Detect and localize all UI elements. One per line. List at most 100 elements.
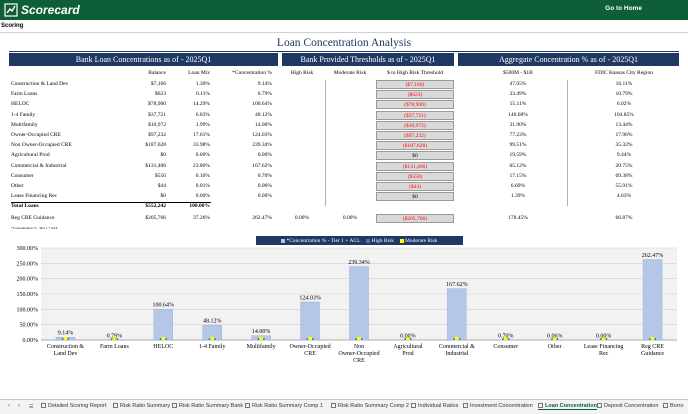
balance-cell: $97,232 (148, 132, 166, 138)
balance-cell: $7,166 (150, 81, 166, 87)
threshold-cell: ($7,166) (376, 80, 454, 89)
row-label: Commercial & Industrial (11, 162, 67, 169)
threshold-cell: ($37,721) (376, 110, 454, 120)
y-tick-label: 250.00% (17, 261, 39, 267)
sheet-tab-icon (331, 403, 336, 408)
concentration-cell: 48.12% (255, 111, 272, 118)
concentration-cell: 0.70% (257, 172, 272, 179)
peer-cell: 146.68% (508, 111, 528, 118)
legend-swatch-concentration (281, 238, 286, 243)
tab-label: Investment Concentration (470, 403, 533, 409)
divider (325, 80, 326, 206)
legend-item-high-risk: High Risk (366, 238, 394, 244)
data-label: 0.79% (107, 333, 123, 339)
concentration-cell: 0.79% (257, 91, 272, 98)
moderate-risk-marker (552, 337, 557, 340)
app-logo: Scorecard (4, 2, 80, 18)
fdic-cell: 4.63% (616, 193, 632, 200)
tab-deposit-concentration[interactable]: Deposit Concentration (597, 403, 658, 409)
tab-scroll-right-icon[interactable]: › (18, 403, 20, 409)
data-label: 0.70% (498, 333, 514, 339)
tab-loan-concentration[interactable]: Loan Concentration (538, 403, 597, 410)
peer-cell: 77.23% (509, 132, 527, 138)
divider (0, 32, 688, 33)
row-label: 1-4 Family (11, 111, 36, 118)
title-underline (9, 51, 679, 52)
col-to-high-risk: $ to High Risk Threshold (387, 70, 443, 76)
loan-mix-cell: 0.01% (195, 183, 210, 189)
legend-item-concentration: *Concentration % - Tier 1 + ACL (281, 238, 360, 244)
row-label: Agricultural Prod (11, 152, 50, 159)
total-balance: $552,242 (145, 203, 166, 210)
reg-cre-high-risk: 0.00% (294, 215, 310, 222)
reg-cre-concentration: 262.47% (252, 215, 272, 222)
loan-mix-cell: 0.10% (195, 172, 210, 179)
reg-cre-moderate-risk: 0.00% (342, 215, 358, 222)
tab-risk-ratio-summary[interactable]: Risk Ratio Summary (113, 403, 170, 409)
x-tick-label: Owner-Occupied CRE (289, 344, 330, 357)
total-label: Total Loans (11, 203, 39, 210)
balance-cell: $623 (155, 91, 166, 98)
tab-risk-ratio-summary-bank[interactable]: Risk Ratio Summary Bank (172, 403, 243, 409)
tab-scroll-left-icon[interactable]: ‹ (8, 403, 10, 409)
concentration-bar (300, 301, 320, 341)
tab-list-icon[interactable]: ☰ (29, 404, 34, 410)
legend-swatch-high-risk (366, 238, 371, 243)
tab-investment-concentration[interactable]: Investment Concentration (463, 403, 533, 409)
row-label: HELOC (11, 101, 30, 108)
moderate-risk-marker (357, 337, 361, 340)
reg-cre-fdic: 66.87% (615, 215, 633, 222)
x-tick-label: Commercial & Industrial (439, 344, 475, 357)
balance-cell: $78,900 (148, 101, 166, 108)
moderate-risk-marker (112, 337, 117, 340)
reg-cre-label: Reg CRE Guidance (11, 215, 55, 222)
sheet-tab-icon (113, 403, 118, 408)
col-moderate-risk: Moderate Risk (333, 70, 367, 76)
fdic-cell: 9.44% (616, 152, 632, 159)
tab-label: Borro (670, 403, 684, 409)
legend-swatch-moderate-risk (399, 238, 404, 243)
sheet-tab-icon (172, 403, 177, 408)
data-label: 14.00% (252, 329, 271, 335)
x-tick-label: Multifamily (247, 343, 276, 350)
fdic-cell: 17.96% (615, 132, 633, 138)
y-tick-label: 300.00% (17, 246, 39, 252)
moderate-risk-marker (308, 337, 313, 340)
tab-individual-ratios[interactable]: Individual Ratios (411, 403, 458, 409)
balance-cell: $0 (160, 193, 167, 200)
divider (567, 80, 568, 206)
col-balance: Balance (148, 70, 166, 76)
legend-item-moderate-risk: Moderate Risk (399, 238, 438, 244)
app-name: Scorecard (21, 3, 80, 17)
tab-detailed-scoring-report[interactable]: Detailed Scoring Report (41, 403, 106, 409)
concentration-cell: 0.00% (257, 152, 272, 159)
x-tick-label: Farm Loans (100, 344, 129, 350)
data-label: 100.64% (153, 303, 175, 309)
tab-risk-ratio-summary-comp-1[interactable]: Risk Ratio Summary Comp 1 (245, 403, 323, 409)
loan-mix-cell: 0.00% (195, 193, 210, 200)
x-tick-label: Reg CRE Guidance (641, 344, 664, 357)
fdic-cell: 20.75% (615, 162, 633, 169)
tab-borro[interactable]: Borro (663, 403, 683, 409)
loan-mix-cell: 0.00% (195, 152, 210, 159)
concentration-cell: 0.00% (257, 193, 272, 200)
legend-label-concentration: *Concentration % - Tier 1 + ACL (286, 237, 361, 244)
x-tick-label: Lease Financing Rec (584, 344, 624, 357)
col-loan-mix: Loan Mix (188, 70, 210, 76)
peer-cell: 47.05% (509, 81, 527, 87)
sheet-tab-icon (463, 403, 468, 408)
tab-risk-ratio-summary-comp-2[interactable]: Risk Ratio Summary Comp 2 (331, 403, 409, 409)
loan-mix-cell: 23.80% (193, 162, 210, 169)
tab-label: Individual Ratios (418, 403, 459, 409)
loan-mix-cell: 6.83% (195, 111, 210, 118)
peer-cell: 33.49% (509, 91, 527, 98)
data-label: 239.34% (348, 260, 370, 266)
reg-cre-peer: 178.45% (508, 215, 528, 222)
data-label: 262.47% (642, 253, 664, 259)
row-label: Lease Financing Rec (11, 193, 58, 200)
fdic-cell: 13.44% (615, 121, 633, 128)
tab-label: Risk Ratio Summary Bank (179, 403, 244, 409)
go-to-home-link[interactable]: Go to Home (605, 5, 642, 12)
sheet-tab-icon (663, 403, 668, 408)
loan-mix-cell: 17.61% (193, 132, 210, 138)
